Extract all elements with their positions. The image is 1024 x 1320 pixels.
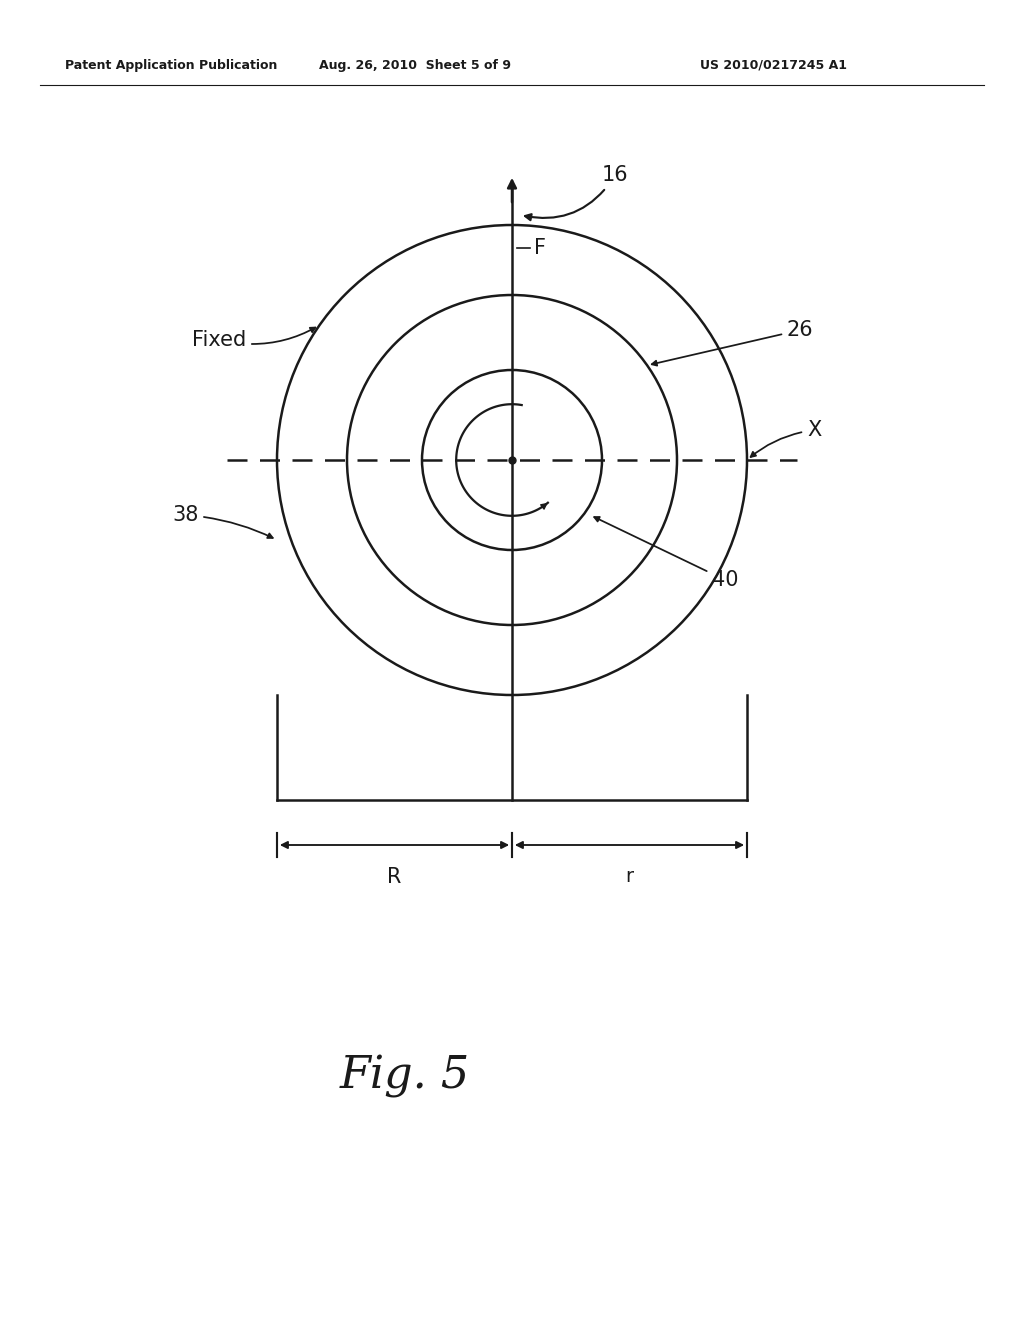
- Text: Aug. 26, 2010  Sheet 5 of 9: Aug. 26, 2010 Sheet 5 of 9: [319, 58, 511, 71]
- Text: US 2010/0217245 A1: US 2010/0217245 A1: [700, 58, 847, 71]
- Text: 38: 38: [172, 506, 272, 539]
- Text: 16: 16: [525, 165, 629, 220]
- Text: X: X: [751, 420, 821, 457]
- Text: r: r: [626, 867, 634, 886]
- Text: 26: 26: [652, 319, 814, 366]
- Text: Fig. 5: Fig. 5: [340, 1055, 470, 1098]
- Text: F: F: [534, 238, 546, 257]
- Text: Fixed: Fixed: [193, 327, 315, 350]
- Text: Patent Application Publication: Patent Application Publication: [65, 58, 278, 71]
- Text: R: R: [387, 867, 401, 887]
- Text: 40: 40: [594, 517, 738, 590]
